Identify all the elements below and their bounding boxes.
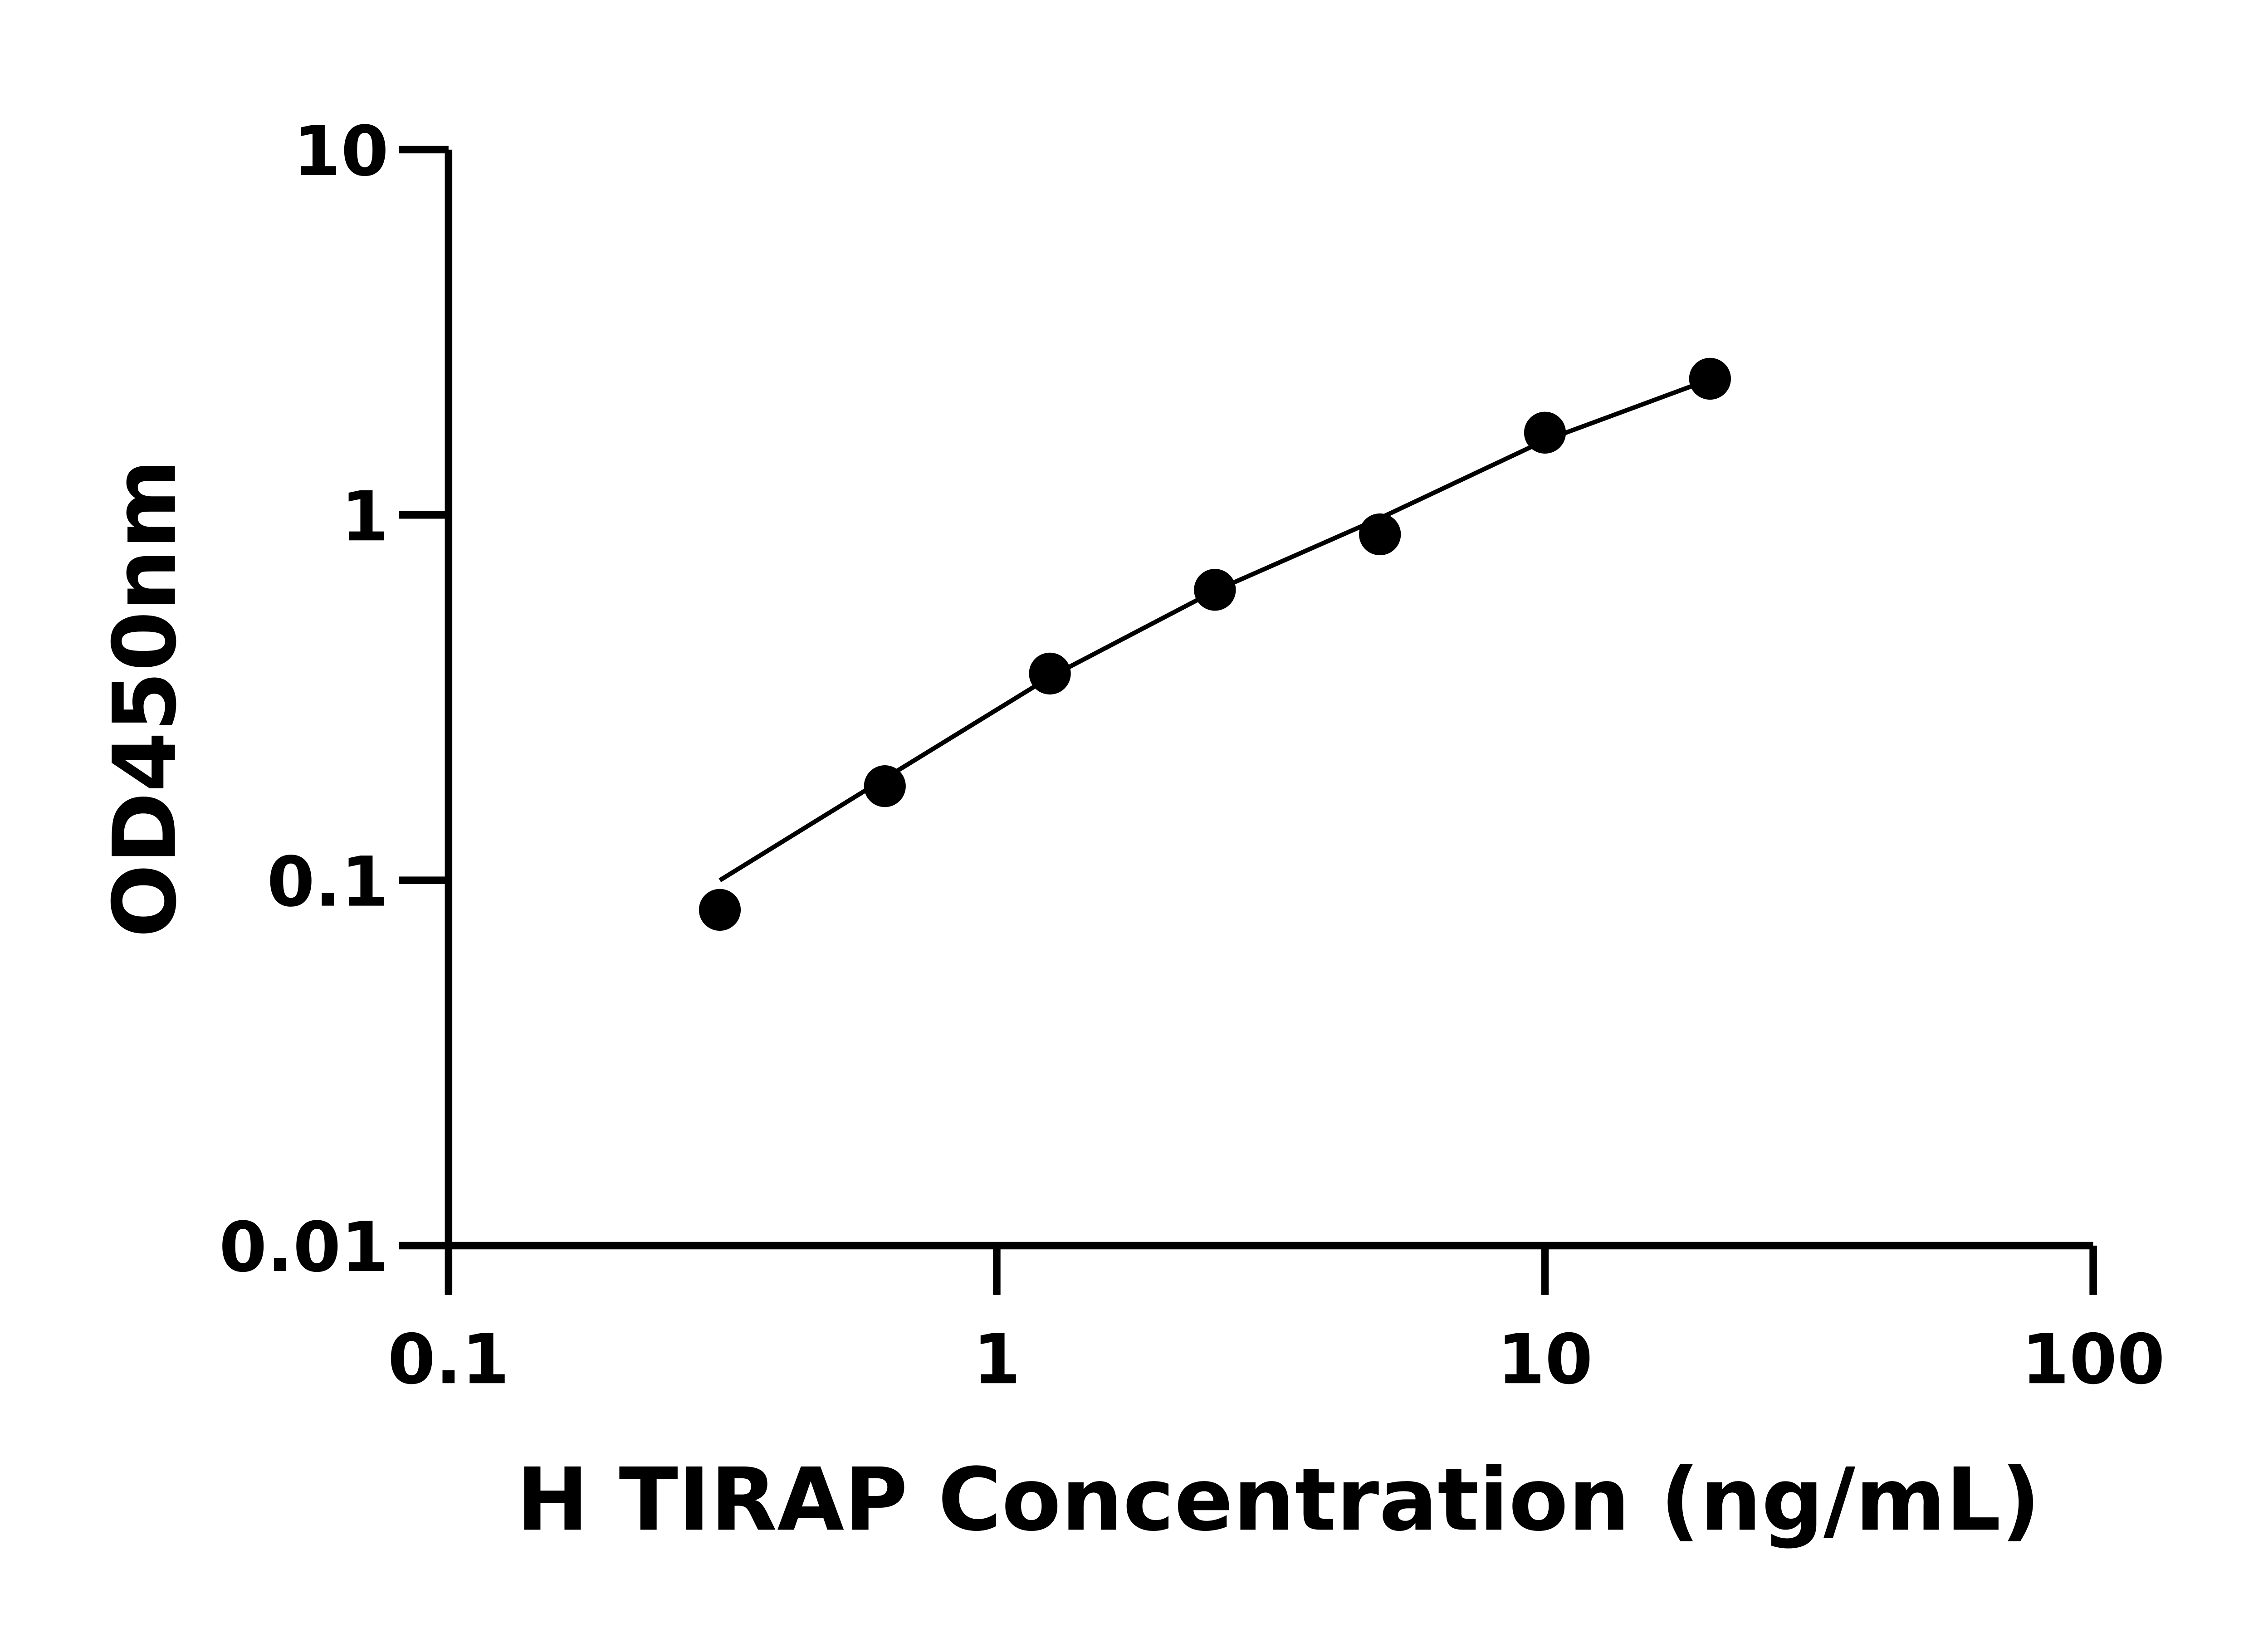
x-axis-label: H TIRAP Concentration (ng/mL)	[516, 1450, 2041, 1550]
data-marks	[699, 357, 1731, 931]
x-tick-label: 1	[973, 1319, 1021, 1399]
fit-curve	[719, 377, 1711, 882]
data-point	[864, 765, 906, 807]
data-point	[1029, 652, 1071, 695]
y-tick-label: 0.1	[267, 842, 389, 922]
y-axis-label: OD450nm	[95, 459, 196, 938]
data-point	[1524, 411, 1566, 454]
y-tick-label: 10	[293, 111, 389, 191]
data-point	[1359, 513, 1401, 556]
y-tick-label: 0.01	[219, 1207, 389, 1287]
x-tick-label: 10	[1497, 1319, 1593, 1399]
y-tick-label: 1	[341, 476, 389, 557]
x-tick-label: 0.1	[388, 1319, 510, 1399]
data-point	[1194, 569, 1236, 611]
tick-labels: 0.1 1 10 100 0.01 0.1 1 10	[219, 111, 2165, 1399]
data-point	[1689, 357, 1731, 400]
axes	[399, 146, 2097, 1295]
x-tick-label: 100	[2021, 1319, 2165, 1399]
data-point	[699, 889, 741, 931]
